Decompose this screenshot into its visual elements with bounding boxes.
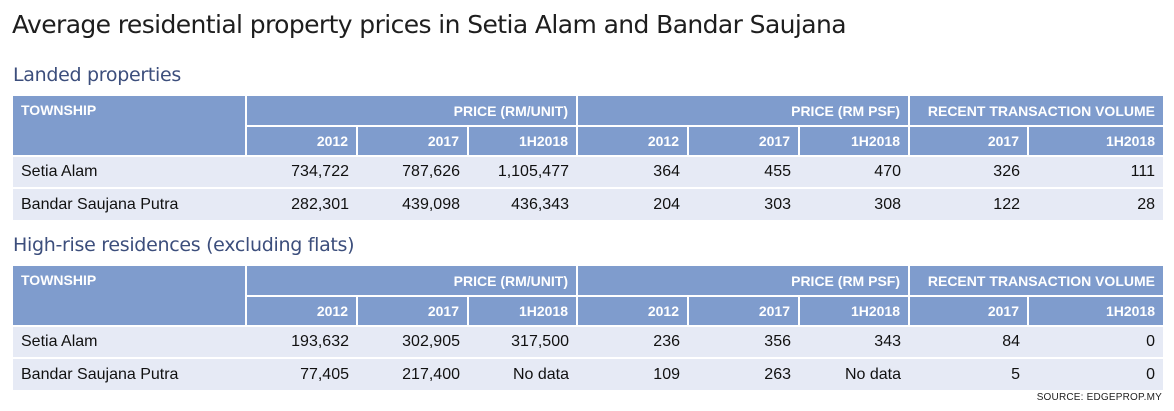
price-psf-cell: No data xyxy=(799,357,909,390)
year-header: 2017 xyxy=(909,125,1029,156)
price-psf-cell: 109 xyxy=(577,357,688,390)
page-title: Average residential property prices in S… xyxy=(12,10,847,39)
table-header-row: TOWNSHIP PRICE (RM/UNIT) PRICE (RM PSF) … xyxy=(13,96,1163,156)
year-header: 2012 xyxy=(577,125,689,156)
year-header: 2012 xyxy=(246,295,358,326)
volume-cell: 122 xyxy=(909,187,1028,220)
year-header: 1H2018 xyxy=(799,125,910,156)
price-unit-header: PRICE (RM/UNIT) xyxy=(246,266,578,296)
price-unit-cell: No data xyxy=(468,357,577,390)
landed-properties-heading: Landed properties xyxy=(13,64,181,86)
year-header: 2017 xyxy=(909,295,1029,326)
volume-cell: 84 xyxy=(909,325,1028,358)
volume-cell: 5 xyxy=(909,357,1028,390)
year-header: 2012 xyxy=(577,295,689,326)
table-row: Bandar Saujana Putra 282,301 439,098 436… xyxy=(13,187,1163,220)
price-unit-cell: 734,722 xyxy=(246,155,357,188)
price-unit-cell: 302,905 xyxy=(357,325,468,358)
price-unit-cell: 193,632 xyxy=(246,325,357,358)
price-unit-cell: 217,400 xyxy=(357,357,468,390)
volume-cell: 0 xyxy=(1028,357,1163,390)
price-psf-cell: 303 xyxy=(688,187,799,220)
price-unit-header: PRICE (RM/UNIT) xyxy=(246,96,578,126)
price-psf-header: PRICE (RM PSF) xyxy=(577,96,910,126)
price-psf-cell: 263 xyxy=(688,357,799,390)
year-header: 1H2018 xyxy=(799,295,910,326)
price-unit-cell: 317,500 xyxy=(468,325,577,358)
high-rise-table: TOWNSHIP PRICE (RM/UNIT) PRICE (RM PSF) … xyxy=(13,266,1163,390)
price-unit-cell: 787,626 xyxy=(357,155,468,188)
price-psf-cell: 204 xyxy=(577,187,688,220)
price-psf-cell: 356 xyxy=(688,325,799,358)
township-header: TOWNSHIP xyxy=(13,96,247,156)
price-psf-cell: 343 xyxy=(799,325,909,358)
volume-cell: 111 xyxy=(1028,155,1163,188)
price-psf-cell: 470 xyxy=(799,155,909,188)
township-header: TOWNSHIP xyxy=(13,266,247,326)
year-header: 1H2018 xyxy=(468,125,578,156)
table-row: Bandar Saujana Putra 77,405 217,400 No d… xyxy=(13,357,1163,390)
price-psf-header: PRICE (RM PSF) xyxy=(577,266,910,296)
price-unit-cell: 439,098 xyxy=(357,187,468,220)
township-cell: Setia Alam xyxy=(13,325,246,358)
township-cell: Bandar Saujana Putra xyxy=(13,187,246,220)
transaction-volume-header: RECENT TRANSACTION VOLUME xyxy=(909,266,1163,296)
price-unit-cell: 77,405 xyxy=(246,357,357,390)
year-header: 1H2018 xyxy=(1028,295,1163,326)
volume-cell: 0 xyxy=(1028,325,1163,358)
table-header-row: TOWNSHIP PRICE (RM/UNIT) PRICE (RM PSF) … xyxy=(13,266,1163,326)
price-unit-cell: 282,301 xyxy=(246,187,357,220)
price-psf-cell: 236 xyxy=(577,325,688,358)
year-header: 2012 xyxy=(246,125,358,156)
landed-properties-table: TOWNSHIP PRICE (RM/UNIT) PRICE (RM PSF) … xyxy=(13,96,1163,220)
price-psf-cell: 364 xyxy=(577,155,688,188)
township-cell: Bandar Saujana Putra xyxy=(13,357,246,390)
source-credit: SOURCE: EDGEPROP.MY xyxy=(1036,392,1162,403)
year-header: 2017 xyxy=(688,125,800,156)
year-header: 2017 xyxy=(357,125,469,156)
price-psf-cell: 308 xyxy=(799,187,909,220)
table-year-row: 2012 2017 1H2018 2012 2017 1H2018 2017 1… xyxy=(13,295,1163,326)
price-psf-cell: 455 xyxy=(688,155,799,188)
price-unit-cell: 1,105,477 xyxy=(468,155,577,188)
year-header: 2017 xyxy=(688,295,800,326)
transaction-volume-header: RECENT TRANSACTION VOLUME xyxy=(909,96,1163,126)
table-year-row: 2012 2017 1H2018 2012 2017 1H2018 2017 1… xyxy=(13,125,1163,156)
table-row: Setia Alam 734,722 787,626 1,105,477 364… xyxy=(13,155,1163,188)
volume-cell: 28 xyxy=(1028,187,1163,220)
year-header: 1H2018 xyxy=(1028,125,1163,156)
table-row: Setia Alam 193,632 302,905 317,500 236 3… xyxy=(13,325,1163,358)
high-rise-heading: High-rise residences (excluding flats) xyxy=(13,234,355,256)
volume-cell: 326 xyxy=(909,155,1028,188)
price-unit-cell: 436,343 xyxy=(468,187,577,220)
year-header: 2017 xyxy=(357,295,469,326)
year-header: 1H2018 xyxy=(468,295,578,326)
township-cell: Setia Alam xyxy=(13,155,246,188)
